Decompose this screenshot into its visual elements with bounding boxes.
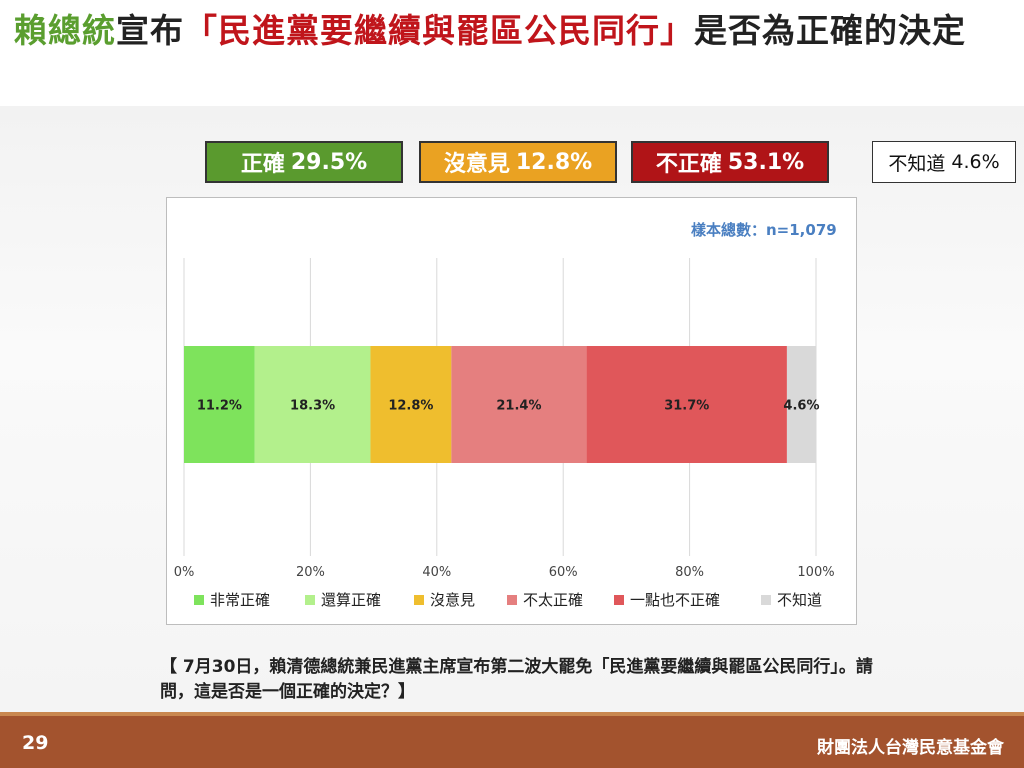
summary-dontknow-badge: 不知道 4.6% — [872, 141, 1016, 183]
summary-dontknow-label: 不知道 — [888, 152, 946, 175]
bar-segment — [254, 346, 371, 463]
legend-swatch — [305, 595, 315, 605]
legend-label: 不知道 — [777, 591, 822, 609]
organization-name: 財團法人台灣民意基金會 — [817, 738, 1004, 758]
x-tick-label: 0% — [174, 565, 195, 580]
x-tick-label: 60% — [549, 565, 578, 580]
bar-segment — [786, 346, 816, 463]
bar-data-label: 31.7% — [664, 399, 709, 414]
summary-correct-value: 29.5% — [290, 149, 368, 175]
bar-data-label: 12.8% — [388, 399, 433, 414]
page-number: 29 — [22, 732, 49, 754]
summary-neutral-value: 12.8% — [515, 149, 593, 175]
x-tick-label: 80% — [675, 565, 704, 580]
page-title: 賴總統宣布「民進黨要繼續與罷區公民同行」是否為正確的決定 — [14, 4, 1014, 58]
bar-segment — [451, 346, 587, 463]
summary-dontknow-value: 4.6% — [951, 151, 1000, 173]
legend-label: 一點也不正確 — [630, 591, 720, 609]
title-part-quote: 「民進黨要繼續與罷區公民同行」 — [184, 11, 694, 50]
bar-data-label: 4.6% — [783, 399, 819, 414]
x-tick-label: 20% — [296, 565, 325, 580]
sample-size-label: 樣本總數：n=1,079 — [691, 221, 837, 239]
summary-wrong-label: 不正確 — [655, 152, 722, 177]
title-part-question: 是否為正確的決定 — [694, 11, 966, 50]
summary-neutral-badge: 沒意見 12.8% — [419, 141, 617, 183]
x-tick-label: 40% — [422, 565, 451, 580]
legend-label: 還算正確 — [321, 591, 381, 609]
summary-wrong-badge: 不正確 53.1% — [631, 141, 829, 183]
survey-question: 【 7月30日，賴清德總統兼民進黨主席宣布第二波大罷免「民進黨要繼續與罷區公民同… — [160, 657, 873, 702]
bar-data-label: 11.2% — [197, 399, 242, 414]
bar-data-label: 18.3% — [290, 399, 335, 414]
x-tick-label: 100% — [797, 565, 834, 580]
legend-label: 非常正確 — [210, 591, 270, 609]
legend-swatch — [507, 595, 517, 605]
bar-segment — [184, 346, 255, 463]
summary-correct-badge: 正確 29.5% — [205, 141, 403, 183]
bar-data-label: 21.4% — [496, 399, 541, 414]
summary-correct-label: 正確 — [240, 152, 285, 177]
footer-bar: 29 財團法人台灣民意基金會 — [0, 712, 1024, 768]
title-part-announce: 宣布 — [116, 11, 184, 50]
legend-swatch — [614, 595, 624, 605]
legend-label: 不太正確 — [523, 591, 583, 609]
title-part-president: 賴總統 — [14, 11, 116, 50]
legend-label: 沒意見 — [430, 591, 475, 609]
legend-swatch — [761, 595, 771, 605]
legend-swatch — [194, 595, 204, 605]
bar-segment — [586, 346, 787, 463]
summary-neutral-label: 沒意見 — [443, 152, 510, 177]
summary-wrong-value: 53.1% — [727, 149, 805, 175]
bar-segment — [370, 346, 452, 463]
legend-swatch — [414, 595, 424, 605]
